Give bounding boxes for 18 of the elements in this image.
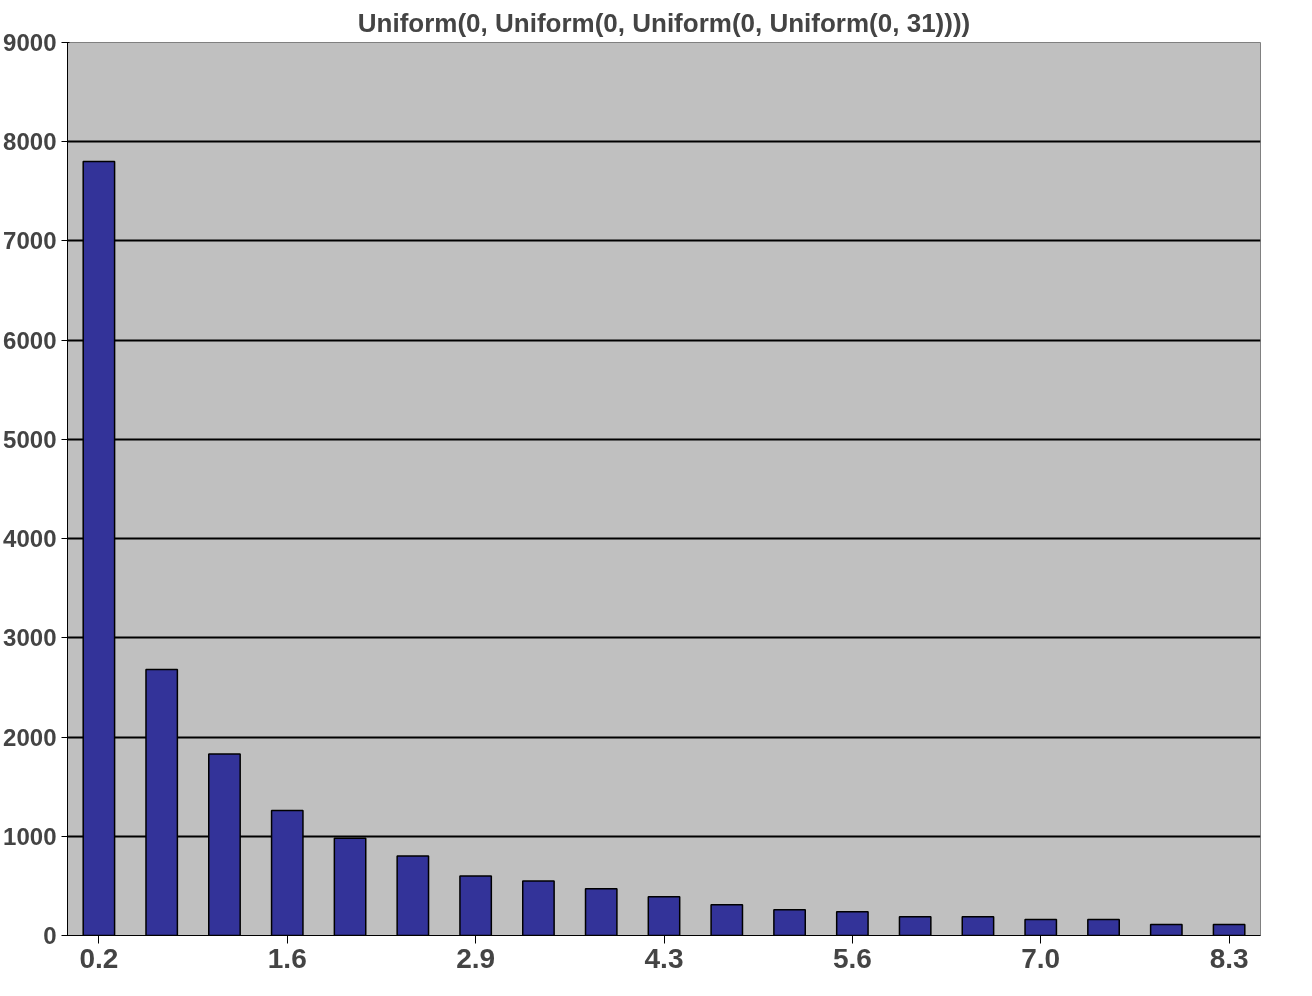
- y-tick-label: 3000: [3, 624, 57, 652]
- chart-title: Uniform(0, Uniform(0, Uniform(0, Uniform(0, 31)))): [357, 7, 971, 38]
- y-tick-label: 4000: [3, 525, 57, 553]
- x-tick-label: 0.2: [79, 942, 119, 974]
- x-tick-label: 7.0: [1021, 942, 1061, 974]
- y-tick-label: 1000: [3, 822, 57, 850]
- x-tick-label: 1.6: [267, 942, 307, 974]
- y-tick-label: 5000: [3, 425, 57, 453]
- x-tick-label: 4.3: [644, 942, 684, 974]
- x-tick-label: 8.3: [1209, 942, 1249, 974]
- y-tick-label: 0: [43, 922, 57, 949]
- y-tick-label: 7000: [3, 227, 57, 255]
- y-tick-label: 6000: [3, 326, 57, 354]
- x-tick-label: 5.6: [832, 942, 872, 974]
- y-tick-label: 9000: [3, 29, 57, 56]
- y-tick-label: 8000: [3, 128, 57, 156]
- y-tick-label: 2000: [3, 723, 57, 751]
- x-tick-label: 2.9: [456, 942, 496, 974]
